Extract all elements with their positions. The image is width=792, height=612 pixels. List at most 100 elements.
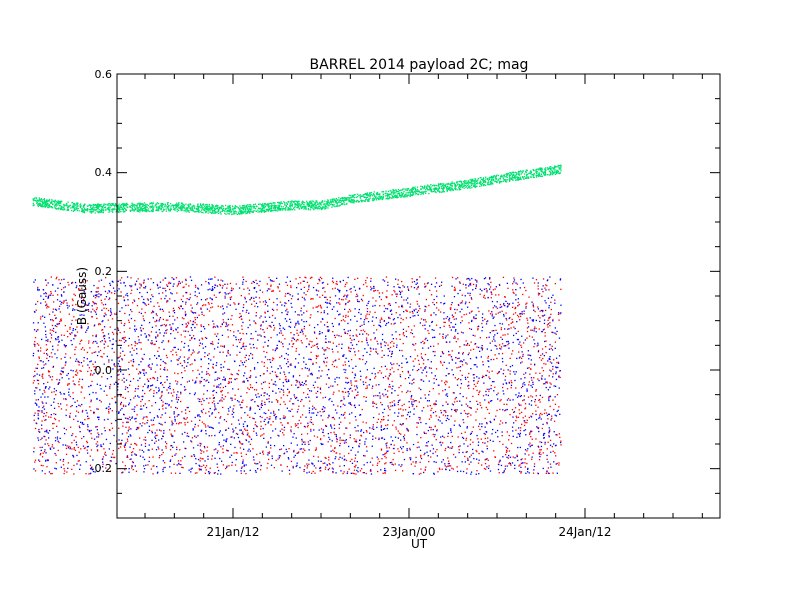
red-series-point	[348, 308, 351, 311]
red-series-point	[71, 281, 74, 284]
blue-series-point	[304, 367, 306, 369]
blue-series-point	[382, 377, 385, 379]
red-series-point	[344, 361, 346, 363]
red-series-point	[346, 471, 349, 473]
blue-series-point	[101, 320, 103, 323]
blue-series-point	[359, 333, 361, 335]
red-series-point	[211, 435, 213, 437]
blue-series-point	[416, 311, 418, 313]
blue-series-point	[36, 379, 39, 381]
blue-series-point	[50, 414, 52, 416]
red-series-point	[331, 288, 334, 290]
blue-series-point	[495, 431, 497, 434]
red-series-point	[124, 336, 126, 339]
red-series-point	[299, 383, 301, 385]
blue-series-point	[287, 348, 289, 350]
blue-series-point	[200, 299, 203, 301]
blue-series-point	[186, 435, 188, 437]
blue-series-point	[74, 328, 77, 331]
blue-series-point	[262, 329, 264, 331]
blue-series-point	[103, 338, 106, 340]
blue-series-point	[432, 336, 434, 339]
red-series-point	[490, 297, 492, 299]
red-series-point	[78, 384, 80, 386]
red-series-point	[56, 325, 58, 328]
blue-series-point	[430, 361, 432, 363]
blue-series-point	[47, 296, 50, 299]
blue-series-point	[87, 415, 89, 417]
red-series-point	[520, 404, 522, 406]
blue-series-point	[428, 400, 430, 402]
red-series-point	[456, 357, 459, 360]
blue-series-point	[549, 356, 551, 358]
red-series-point	[542, 357, 544, 360]
blue-series-point	[236, 373, 238, 375]
red-series-point	[248, 293, 250, 295]
red-series-point	[78, 381, 80, 383]
blue-series-point	[400, 296, 403, 298]
red-series-point	[435, 324, 438, 326]
red-series-point	[380, 401, 382, 404]
blue-series-point	[320, 460, 322, 462]
blue-series-point	[276, 347, 278, 349]
red-series-point	[256, 453, 258, 456]
blue-series-point	[343, 368, 345, 371]
red-series-point	[236, 354, 238, 356]
red-series-point	[548, 317, 550, 319]
red-series-point	[444, 449, 446, 452]
red-series-point	[279, 301, 282, 303]
red-series-point	[386, 290, 388, 292]
red-series-point	[334, 360, 336, 362]
red-series-point	[101, 356, 103, 358]
blue-series-point	[242, 364, 244, 366]
blue-series-point	[200, 380, 202, 383]
blue-series-point	[230, 397, 232, 399]
red-series-point	[331, 363, 333, 366]
red-series-point	[172, 310, 174, 312]
blue-series-point	[506, 399, 509, 401]
red-series-point	[552, 319, 554, 321]
blue-series-point	[510, 384, 513, 386]
red-series-point	[336, 441, 338, 443]
red-series-point	[199, 442, 201, 444]
blue-series-point	[550, 451, 552, 453]
red-series-point	[88, 340, 90, 342]
red-series-point	[179, 362, 182, 364]
blue-series-point	[245, 345, 247, 347]
blue-series-point	[352, 367, 354, 369]
blue-series-point	[164, 402, 167, 405]
red-series-point	[323, 287, 325, 289]
red-series-point	[509, 357, 511, 359]
red-series-point	[536, 345, 538, 347]
red-series-point	[161, 391, 163, 394]
red-series-point	[272, 290, 274, 292]
blue-series-point	[392, 440, 394, 442]
red-series-point	[546, 381, 548, 383]
red-series-point	[526, 419, 528, 421]
blue-series-point	[53, 388, 56, 390]
red-series-point	[540, 453, 542, 456]
red-series-point	[476, 450, 478, 453]
blue-series-point	[83, 436, 85, 438]
blue-series-point	[192, 447, 195, 449]
blue-series-point	[421, 379, 423, 381]
blue-series-point	[43, 293, 45, 295]
blue-series-point	[69, 448, 71, 450]
red-series-point	[182, 286, 184, 289]
blue-series-point	[34, 375, 36, 377]
red-series-point	[181, 341, 183, 343]
red-series-point	[222, 345, 224, 347]
blue-series-point	[523, 381, 525, 384]
blue-series-point	[273, 414, 275, 417]
blue-series-point	[245, 301, 247, 303]
red-series-point	[325, 424, 327, 427]
red-series-point	[501, 435, 503, 437]
red-series-point	[348, 452, 350, 455]
red-series-point	[244, 428, 246, 430]
red-series-point	[423, 431, 425, 433]
red-series-point	[102, 463, 104, 465]
blue-series-point	[255, 463, 257, 465]
red-series-point	[33, 375, 35, 378]
blue-series-point	[394, 436, 397, 438]
blue-series-point	[496, 332, 499, 334]
